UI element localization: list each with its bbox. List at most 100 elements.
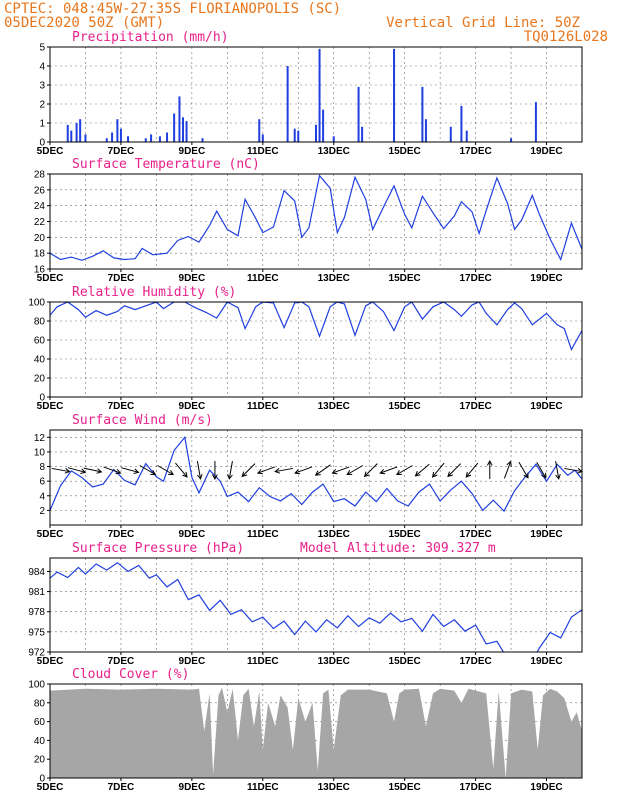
wind-arrow-head <box>133 468 140 474</box>
wind-arrow-head <box>363 471 370 478</box>
humidity-line <box>50 302 582 351</box>
wind-xtick-label: 13DEC <box>318 529 350 540</box>
precip-bar <box>286 66 289 142</box>
precip-xtick-label: 15DEC <box>389 146 421 157</box>
humidity-xtick-label: 13DEC <box>318 401 350 412</box>
humidity-xtick-label: 11DEC <box>247 401 279 412</box>
cloud-ytick-label: 20 <box>34 755 46 766</box>
pressure-ytick-label: 972 <box>28 648 45 659</box>
temp-panel: 16 18 20 22 24 26 28 5DEC 7DEC 9DEC 11DEC 13DEC 15DE… <box>34 170 583 284</box>
wind-title: Surface Wind (m/s) <box>72 413 213 428</box>
wind-arrow-shaft <box>332 466 350 474</box>
pressure-title: Surface Pressure (hPa) <box>72 541 244 556</box>
pressure-xtick-label: 5DEC <box>37 656 64 667</box>
pressure-frame <box>49 557 583 653</box>
cloud-xtick-label: 5DEC <box>37 782 64 793</box>
wind-arrow-shaft <box>396 465 413 475</box>
wind-arrow-shaft <box>103 466 121 474</box>
precip-bar <box>510 138 513 142</box>
precip-bar <box>150 134 153 142</box>
precip-bar <box>173 113 176 142</box>
wind-arrow-shaft <box>432 462 445 478</box>
wind-ytick-label: 4 <box>39 491 45 502</box>
wind-panel: 2 4 6 8 10 12 5DEC 7DEC 9DEC 11DEC 13DEC 15DEC 17DEC… <box>34 429 584 540</box>
wind-arrow-head <box>431 471 438 478</box>
temp-xtick-label: 19DEC <box>530 273 562 284</box>
pressure-xtick-label: 17DEC <box>459 656 491 667</box>
precip-xtick-label: 5DEC <box>37 146 64 157</box>
precip-ytick-label: 1 <box>39 119 45 130</box>
wind-arrow-head <box>414 470 421 477</box>
cloud-xtick-label: 17DEC <box>459 782 491 793</box>
precip-xtick-label: 13DEC <box>318 146 350 157</box>
wind-arrow-shaft <box>315 464 331 476</box>
wind-arrow-shaft <box>139 465 156 475</box>
precip-bar <box>424 119 427 142</box>
pressure-xtick-label: 9DEC <box>179 656 206 667</box>
humidity-ytick-label: 60 <box>34 336 46 347</box>
precip-xtick-label: 17DEC <box>459 146 491 157</box>
wind-arrow-head <box>256 468 263 475</box>
header-location: CPTEC: 048:45W-27:35S FLORIANOPOLIS (SC) <box>4 1 341 17</box>
precip-bar <box>465 130 468 142</box>
wind-arrow-shaft <box>364 463 378 477</box>
wind-arrow-head <box>379 468 386 475</box>
wind-arrow-shaft <box>175 462 188 478</box>
precip-bar <box>119 128 122 142</box>
precip-bar <box>322 109 325 142</box>
temp-ytick-label: 24 <box>34 201 46 212</box>
wind-xtick-label: 15DEC <box>389 529 421 540</box>
temp-line <box>50 174 582 262</box>
wind-arrow-shaft <box>257 466 275 474</box>
precip-bar <box>178 96 181 142</box>
wind-frame <box>49 429 583 526</box>
wind-arrow-head <box>396 469 402 476</box>
wind-arrow-head <box>212 474 218 481</box>
wind-arrow-shaft <box>518 461 529 479</box>
precip-frame <box>49 46 583 143</box>
wind-xtick-label: 7DEC <box>108 529 135 540</box>
wind-ytick-label: 12 <box>34 433 46 444</box>
temp-ytick-label: 16 <box>34 265 46 276</box>
humidity-xtick-label: 9DEC <box>179 401 206 412</box>
precip-bar <box>79 119 82 142</box>
wind-arrow-head <box>64 468 71 474</box>
temp-ytick-label: 22 <box>34 217 46 228</box>
pressure-line <box>50 561 582 652</box>
cloud-xtick-label: 19DEC <box>530 782 562 793</box>
wind-arrow-head <box>115 468 122 475</box>
header-grid-line: Vertical Grid Line: 50Z <box>386 15 580 31</box>
cloud-ytick-label: 0 <box>39 774 45 785</box>
precip-bar <box>158 136 161 142</box>
pressure-ytick-label: 981 <box>28 587 45 598</box>
precip-bar <box>75 123 78 142</box>
pressure-ytick-label: 984 <box>28 567 45 578</box>
wind-arrow-shaft <box>294 466 313 474</box>
cloud-ytick-label: 80 <box>34 698 46 709</box>
humidity-panel: 0 20 40 60 80 100 5DEC 7DEC 9DEC 11DEC 13DEC 15DEC 1… <box>28 298 583 412</box>
precip-ytick-label: 0 <box>39 138 45 149</box>
pressure-ytick-label: 975 <box>28 627 45 638</box>
wind-arrow-head <box>447 471 453 478</box>
cloud-xtick-label: 9DEC <box>179 782 206 793</box>
humidity-xtick-label: 5DEC <box>37 401 64 412</box>
wind-ytick-label: 8 <box>39 462 45 473</box>
precip-bar <box>293 128 296 142</box>
precip-bar <box>182 117 184 142</box>
precip-bar <box>449 126 452 142</box>
wind-xtick-label: 5DEC <box>37 529 64 540</box>
temp-ytick-label: 18 <box>34 249 46 260</box>
cloud-ytick-label: 40 <box>34 736 46 747</box>
wind-arrow-head <box>241 471 248 478</box>
humidity-ytick-label: 80 <box>34 317 46 328</box>
wind-xtick-label: 17DEC <box>459 529 491 540</box>
precip-bar <box>185 121 188 142</box>
wind-arrow-head <box>523 472 529 479</box>
wind-arrow-shaft <box>380 466 398 474</box>
wind-xtick-label: 11DEC <box>247 529 279 540</box>
wind-arrow-shaft <box>228 461 233 479</box>
precip-bar <box>116 119 119 142</box>
wind-line <box>50 435 582 513</box>
precip-bar <box>357 86 360 142</box>
